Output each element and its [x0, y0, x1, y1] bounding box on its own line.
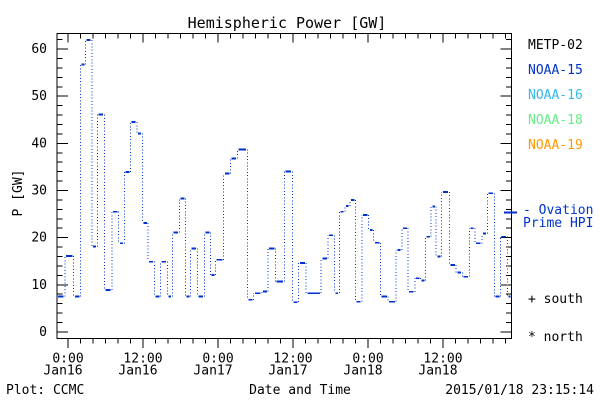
svg-text:30: 30 [31, 183, 47, 198]
svg-text:40: 40 [31, 136, 47, 151]
svg-text:Jan18: Jan18 [418, 364, 457, 379]
marker-north-label: north [543, 330, 583, 345]
ovation-hpi-series [58, 39, 511, 304]
svg-text:12:00: 12:00 [123, 352, 162, 367]
y-axis-title: P [GW] [11, 169, 26, 217]
ovation-legend-line1: - Ovation [523, 203, 594, 218]
svg-text:Jan17: Jan17 [193, 364, 232, 379]
svg-text:20: 20 [31, 231, 47, 246]
plus-marker-icon: + [528, 292, 536, 307]
legend-item-noaa18: NOAA-18 [528, 113, 583, 128]
axes [56, 33, 512, 348]
svg-text:12:00: 12:00 [273, 352, 312, 367]
series-level-dashes [58, 39, 511, 304]
svg-text:0:00: 0:00 [202, 352, 233, 367]
svg-text:Jan16: Jan16 [118, 364, 157, 379]
marker-legend-north: * north [528, 331, 583, 345]
series-step-connectors [64, 40, 508, 303]
marker-south-label: south [543, 292, 583, 307]
plot-timestamp: 2015/01/18 23:15:14 [445, 383, 594, 398]
legend-item-noaa15: NOAA-15 [528, 63, 583, 78]
plot-credit: Plot: CCMC [6, 383, 85, 398]
svg-text:10: 10 [31, 278, 47, 293]
asterisk-marker-icon: * [528, 330, 536, 345]
svg-text:Jan17: Jan17 [268, 364, 307, 379]
svg-text:0:00: 0:00 [352, 352, 383, 367]
legend-item-noaa16: NOAA-16 [528, 88, 583, 103]
svg-text:60: 60 [31, 42, 47, 57]
svg-text:0: 0 [39, 325, 47, 340]
svg-text:12:00: 12:00 [423, 352, 462, 367]
ovation-legend-line2: Prime HPI [523, 216, 594, 231]
marker-legend-south: + south [528, 293, 583, 307]
svg-text:Jan18: Jan18 [343, 364, 382, 379]
chart-title: Hemispheric Power [GW] [187, 14, 387, 32]
svg-text:50: 50 [31, 89, 47, 104]
tick-labels: 01020304050600:00Jan1612:00Jan160:00Jan1… [31, 42, 462, 378]
legend-item-noaa19: NOAA-19 [528, 138, 583, 153]
legend-item-metp02: METP-02 [528, 38, 583, 53]
x-axis-title: Date and Time [249, 383, 351, 398]
svg-text:0:00: 0:00 [52, 352, 83, 367]
svg-text:Jan16: Jan16 [43, 364, 82, 379]
